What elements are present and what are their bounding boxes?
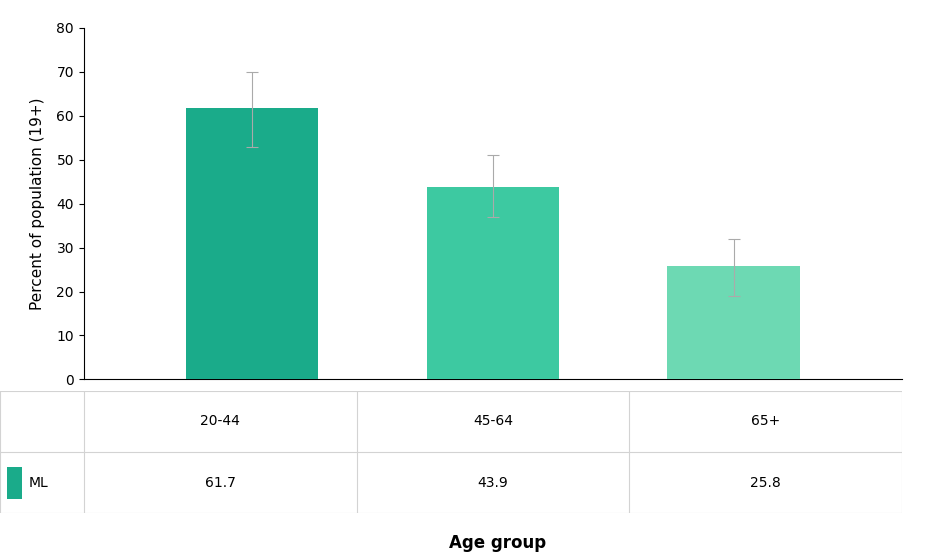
Text: ML: ML [29, 475, 48, 490]
Text: 65+: 65+ [751, 414, 780, 429]
Text: 43.9: 43.9 [477, 475, 509, 490]
Text: 25.8: 25.8 [751, 475, 781, 490]
Text: 61.7: 61.7 [205, 475, 235, 490]
Bar [186, 108, 318, 379]
Y-axis label: Percent of population (19+): Percent of population (19+) [31, 98, 46, 310]
Text: 45-64: 45-64 [472, 414, 513, 429]
Text: 20-44: 20-44 [200, 414, 240, 429]
Text: Age group: Age group [449, 535, 546, 552]
FancyBboxPatch shape [7, 466, 21, 499]
Bar [668, 266, 800, 379]
Bar [427, 186, 559, 379]
